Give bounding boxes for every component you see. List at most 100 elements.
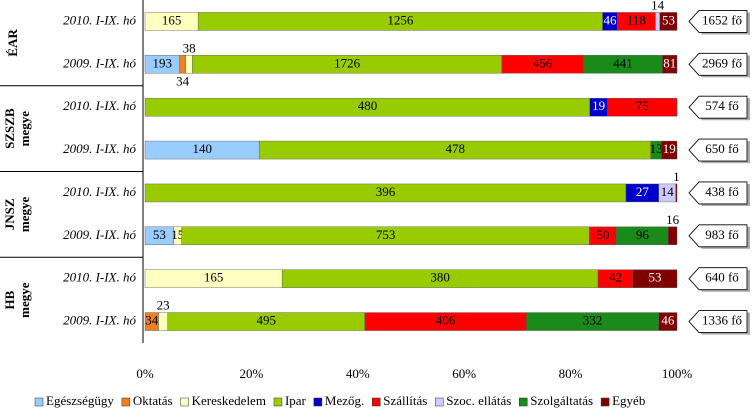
group-label: HBmegye (2, 282, 32, 318)
legend-swatch (372, 397, 381, 407)
legend-swatch (121, 397, 131, 407)
row-label: 2009. I-IX. hó (63, 55, 136, 70)
data-label: 16 (666, 212, 680, 227)
data-label: 380 (430, 270, 450, 285)
bar-segment (661, 140, 678, 160)
data-label: 118 (627, 12, 646, 27)
x-tick-label: 40% (346, 366, 370, 381)
legend-label: Egyéb (612, 393, 645, 408)
legend-label: Oktatás (133, 393, 173, 408)
data-label: 53 (153, 227, 166, 242)
data-label: 753 (376, 227, 396, 242)
group-label-line: megye (17, 196, 32, 232)
data-label: 46 (661, 313, 675, 328)
data-label: 332 (583, 313, 603, 328)
total-callout (688, 310, 748, 333)
data-label: 140 (193, 141, 213, 156)
group-label-line: JNSZ (2, 198, 17, 230)
row-label: 2009. I-IX. hó (63, 227, 136, 242)
data-label: 1 (673, 169, 680, 184)
total-label: 650 fő (705, 141, 739, 156)
bar-segment (185, 55, 193, 74)
data-label: 81 (663, 55, 676, 70)
row-label: 2010. I-IX. hó (63, 98, 136, 113)
data-label: 46 (604, 12, 618, 27)
data-label: 14 (651, 0, 665, 12)
data-label: 27 (636, 184, 650, 199)
data-label: 42 (609, 270, 622, 285)
data-label: 19 (663, 141, 676, 156)
legend-label: Kereskedelem (192, 393, 266, 408)
bar-segment (607, 97, 678, 117)
data-label: 50 (596, 227, 609, 242)
total-callout (688, 95, 748, 119)
total-label: 574 fő (705, 98, 739, 113)
data-label: 23 (157, 298, 170, 313)
total-callout (688, 224, 748, 248)
data-label: 15 (171, 227, 184, 242)
data-label: 495 (257, 313, 277, 328)
legend-label: Szolgáltatás (530, 393, 593, 408)
x-tick-label: 100% (662, 366, 693, 381)
legend-label: Szállítás (383, 393, 427, 408)
legend-swatch (273, 397, 283, 407)
x-tick-label: 20% (239, 366, 263, 381)
total-callout (688, 52, 748, 76)
data-label: 34 (145, 313, 159, 328)
legend-label: Szoc. ellátás (446, 393, 511, 408)
bar-segment (668, 226, 678, 246)
data-label: 1726 (334, 55, 361, 70)
group-label: SZSZBmegye (2, 108, 32, 149)
data-label: 441 (613, 55, 633, 70)
legend-swatch (180, 397, 189, 407)
data-label: 165 (204, 270, 224, 285)
data-label: 193 (153, 55, 173, 70)
bar-segment (662, 55, 678, 74)
total-label: 1652 fő (702, 12, 742, 27)
group-label-line: megye (17, 282, 32, 318)
data-label: 480 (358, 98, 378, 113)
total-label: 438 fő (705, 184, 739, 199)
legend-swatch (313, 397, 323, 407)
x-tick-label: 60% (452, 366, 476, 381)
data-label: 165 (162, 12, 182, 27)
row-label: 2010. I-IX. hó (63, 184, 136, 199)
data-label: 75 (636, 98, 649, 113)
legend-swatch (600, 397, 610, 407)
data-label: 96 (636, 227, 650, 242)
x-tick-label: 0% (136, 366, 154, 381)
data-label: 34 (176, 73, 190, 88)
legend-swatch (519, 397, 528, 407)
bar-segment (179, 55, 186, 74)
data-label: 53 (648, 270, 661, 285)
total-callout (688, 10, 748, 33)
total-callout (688, 181, 748, 205)
bar-segment (659, 12, 678, 31)
row-label: 2009. I-IX. hó (63, 313, 136, 328)
group-label-line: HB (2, 290, 17, 309)
bar-segment (655, 12, 661, 31)
legend-swatch (34, 397, 44, 407)
bar-segment (158, 312, 168, 331)
group-label: ÉAR (5, 29, 20, 57)
group-label-line: SZSZB (2, 108, 17, 149)
data-label: 406 (436, 313, 456, 328)
legend-swatch (435, 397, 444, 407)
group-label-line: ÉAR (5, 29, 20, 57)
data-label: 13 (650, 141, 663, 156)
bar-segment (632, 269, 678, 288)
data-label: 53 (662, 12, 675, 27)
total-callout (688, 267, 748, 291)
total-callout (688, 138, 748, 162)
data-label: 478 (445, 141, 465, 156)
total-label: 640 fő (705, 270, 739, 285)
legend-label: Egészségügy (46, 393, 114, 408)
x-tick-label: 80% (559, 366, 583, 381)
bar-segment (658, 312, 678, 331)
data-label: 1256 (387, 12, 414, 27)
legend-label: Mezőg. (325, 393, 364, 408)
total-label: 983 fő (705, 227, 739, 242)
group-label-line: megye (17, 111, 32, 147)
row-label: 2010. I-IX. hó (63, 270, 136, 285)
